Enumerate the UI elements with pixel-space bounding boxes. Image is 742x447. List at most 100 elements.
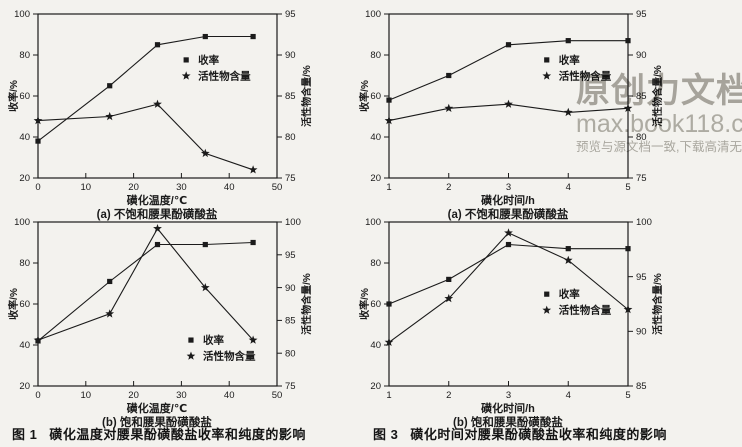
data-point-yield <box>154 241 161 248</box>
y-axis-left-title: 收率/% <box>7 288 20 320</box>
fig3a-plot-canvas: 1 2 3 4 5 20 40 60 80 100 75 80 85 90 95 收率/% 活性物含量/% 收率活… <box>358 9 664 193</box>
y-axis-left-title: 收率/% <box>358 288 371 320</box>
y-axis-right-title: 活性物含量/% <box>651 273 664 335</box>
y-axis-right-title: 活性物含量/% <box>300 65 313 127</box>
data-point-yield <box>565 246 571 252</box>
data-point-active <box>623 304 633 314</box>
fig1b-subplot-caption: (b) 饱和腰果酚磺酸盐 <box>102 416 212 429</box>
fig1a-subplot-caption: (a) 不饱和腰果酚磺酸盐 <box>96 208 218 221</box>
figure-3-caption: 图 3 磺化时间对腰果酚磺酸盐收率和纯度的影响 <box>373 424 667 443</box>
data-point-active <box>200 283 210 292</box>
x-tick-label: 1 <box>386 182 391 193</box>
y-right-tick-label: 85 <box>285 316 296 327</box>
legend-yield-marker <box>188 337 194 343</box>
y-axis-right-title: 活性物含量/% <box>300 273 313 335</box>
fig1b-plot-canvas: 0 10 20 30 40 50 20 40 60 80 100 75 80 85 90 95 100 收率/% 活… <box>7 217 313 401</box>
x-tick-label: 50 <box>272 390 283 401</box>
y-left-tick-label: 100 <box>365 217 381 228</box>
y-right-tick-label: 85 <box>636 381 647 392</box>
y-left-tick-label: 20 <box>370 173 381 184</box>
data-point-active <box>33 335 43 344</box>
data-point-yield <box>446 72 452 79</box>
x-tick-label: 40 <box>224 182 235 193</box>
data-point-active <box>200 148 210 158</box>
y-right-tick-label: 75 <box>636 173 647 184</box>
chart-fig3a: 1 2 3 4 5 20 40 60 80 100 75 80 85 90 95 收率/% 活性物含量/% 收率活… <box>356 5 686 222</box>
y-right-tick-label: 85 <box>285 91 296 102</box>
data-point-yield <box>250 239 256 246</box>
x-tick-label: 1 <box>386 390 391 401</box>
data-point-active <box>384 337 394 346</box>
legend-yield-marker <box>183 57 189 63</box>
x-tick-label: 0 <box>35 390 40 401</box>
x-tick-label: 3 <box>506 182 511 193</box>
x-tick-label: 30 <box>176 390 187 401</box>
y-right-tick-label: 95 <box>636 272 647 283</box>
chart-fig1a: 0 10 20 30 40 50 20 40 60 80 100 75 80 85 90 95 收率/% 活性物含… <box>5 5 335 222</box>
data-point-yield <box>625 246 631 252</box>
x-tick-label: 20 <box>128 182 139 193</box>
data-point-yield <box>202 33 208 40</box>
data-point-active <box>33 116 43 125</box>
data-point-yield <box>505 42 512 48</box>
y-axis-right-title: 活性物含量/% <box>651 65 664 127</box>
data-point-yield <box>386 301 392 307</box>
y-left-tick-label: 40 <box>19 340 30 351</box>
fig1a-plot-canvas: 0 10 20 30 40 50 20 40 60 80 100 75 80 85 90 95 收率/% 活性物含… <box>7 9 313 193</box>
y-right-tick-label: 85 <box>636 91 647 102</box>
fig3b-caption-block: 磺化时间/h (b) 饱和腰果酚磺酸盐 <box>343 403 673 430</box>
data-point-yield <box>107 83 113 89</box>
legend-active-marker <box>186 351 196 360</box>
figure-3-caption-text: 磺化时间对腰果酚磺酸盐收率和纯度的影响 <box>410 427 667 442</box>
y-axis-left-title: 收率/% <box>7 80 20 112</box>
figure-1-caption: 图 1 磺化温度对腰果酚磺酸盐收率和纯度的影响 <box>12 424 306 443</box>
data-point-yield <box>154 42 161 48</box>
y-right-tick-label: 80 <box>636 132 647 143</box>
series-line-yield <box>37 241 254 342</box>
plot-frame <box>37 13 278 179</box>
y-right-tick-label: 95 <box>636 9 647 20</box>
x-tick-label: 50 <box>272 182 283 193</box>
y-left-tick-label: 40 <box>370 132 381 143</box>
data-point-active <box>504 228 513 237</box>
y-left-tick-label: 20 <box>370 381 381 392</box>
x-tick-label: 2 <box>446 390 451 401</box>
data-point-active <box>248 165 258 174</box>
fig3b-x-axis-label: 磺化时间/h <box>481 403 535 415</box>
data-point-yield <box>35 138 41 144</box>
legend-yield-marker <box>544 291 550 297</box>
y-left-tick-label: 60 <box>19 91 30 102</box>
legend-yield-label: 收率 <box>559 288 581 301</box>
data-point-active <box>563 107 573 117</box>
x-tick-label: 30 <box>176 182 187 193</box>
y-left-tick-label: 80 <box>370 50 381 61</box>
y-right-tick-label: 75 <box>285 381 296 392</box>
data-point-active <box>153 224 162 233</box>
fig3b-subplot-caption: (b) 饱和腰果酚磺酸盐 <box>453 416 563 429</box>
fig1b-caption-block: 磺化温度/℃ (b) 饱和腰果酚磺酸盐 <box>0 403 322 430</box>
y-axis-left-title: 收率/% <box>358 80 371 112</box>
y-left-tick-label: 20 <box>19 381 30 392</box>
y-right-tick-label: 95 <box>285 250 296 261</box>
y-right-tick-label: 90 <box>636 327 647 338</box>
figure-1-caption-text: 磺化温度对腰果酚磺酸盐收率和纯度的影响 <box>49 427 306 442</box>
data-point-yield <box>250 33 256 40</box>
fig1a-x-axis-label: 磺化温度/℃ <box>126 195 188 207</box>
y-right-tick-label: 80 <box>285 132 296 143</box>
figure-3-label: 图 3 <box>373 427 399 442</box>
y-left-tick-label: 100 <box>14 217 30 228</box>
y-right-tick-label: 75 <box>285 173 296 184</box>
y-right-tick-label: 100 <box>636 217 652 228</box>
legend-yield-label: 收率 <box>203 334 224 347</box>
plot-frame <box>388 13 629 179</box>
legend-yield-label: 收率 <box>198 53 219 66</box>
fig3a-subplot-caption: (a) 不饱和腰果酚磺酸盐 <box>447 208 569 221</box>
x-tick-label: 40 <box>224 390 235 401</box>
legend-yield-marker <box>544 57 550 63</box>
y-left-tick-label: 80 <box>19 50 30 61</box>
x-tick-label: 10 <box>81 390 92 401</box>
x-tick-label: 5 <box>625 182 630 193</box>
x-tick-label: 2 <box>446 182 451 193</box>
legend-active-marker <box>542 71 552 80</box>
legend-active-label: 活性物含量 <box>559 69 612 82</box>
